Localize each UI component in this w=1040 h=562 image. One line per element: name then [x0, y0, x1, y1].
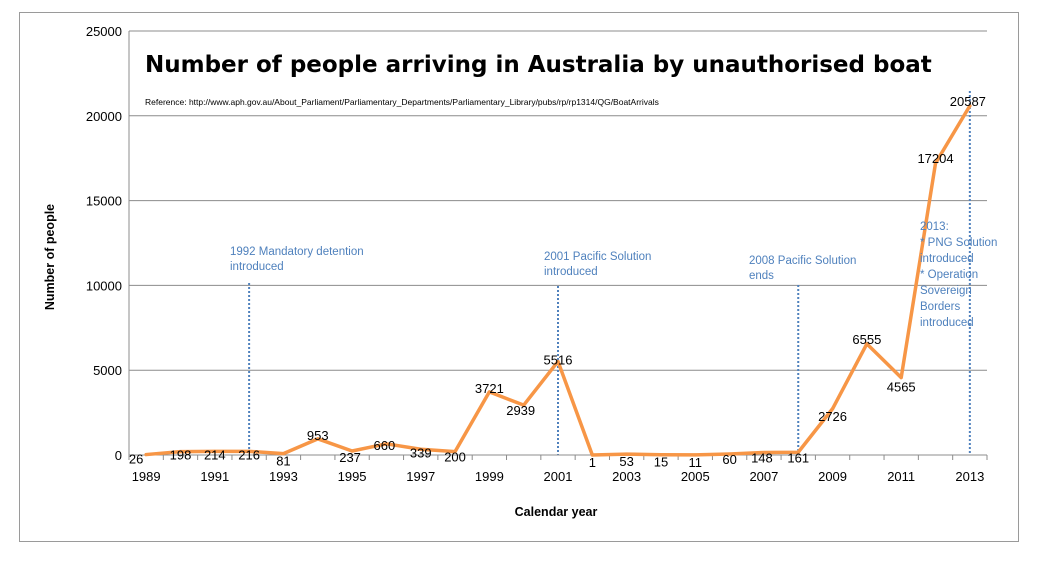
data-point-1994 [316, 437, 320, 441]
data-label-2006: 60 [722, 452, 736, 467]
data-point-2009 [831, 407, 835, 411]
annotation-2001: 2001 Pacific Solution introduced [544, 251, 651, 278]
annotation-line-text: * PNG Solution [920, 237, 997, 249]
data-label-2008: 161 [787, 450, 809, 465]
annotation-line-text: 2008 Pacific Solution [749, 255, 856, 267]
annotation-1992: 1992 Mandatory detention introduced [230, 246, 364, 273]
data-label-2013: 20587 [950, 94, 986, 109]
x-tick-label: 2001 [544, 469, 573, 484]
data-point-2007 [762, 450, 766, 454]
y-tick-label: 5000 [93, 363, 122, 378]
data-point-2008 [796, 450, 800, 454]
data-point-2003 [625, 452, 629, 456]
data-label-1991: 214 [204, 447, 226, 462]
data-point-2013 [968, 104, 972, 108]
data-point-1989 [144, 453, 148, 457]
x-tick-label: 1999 [475, 469, 504, 484]
data-label-1997: 339 [410, 445, 432, 460]
x-tick-label: 2011 [887, 469, 915, 484]
data-point-1991 [213, 449, 217, 453]
data-point-1993 [281, 452, 285, 456]
x-tick-label: 1995 [338, 469, 367, 484]
data-label-1998: 200 [444, 450, 466, 465]
x-tick-label: 1991 [200, 469, 229, 484]
data-point-2010 [865, 342, 869, 346]
x-tick-label: 2005 [681, 469, 710, 484]
data-point-1998 [453, 450, 457, 454]
data-point-2001 [556, 359, 560, 363]
annotation-line-text: Sovereign [920, 285, 972, 297]
data-point-2011 [899, 376, 903, 380]
y-axis-title: Number of people [43, 204, 57, 310]
y-tick-label: 25000 [86, 24, 122, 39]
data-label-2005: 11 [689, 455, 703, 470]
annotation-line-text: introduced [920, 317, 974, 329]
data-label-2011: 4565 [887, 380, 916, 395]
x-axis-title: Calendar year [515, 505, 598, 519]
data-label-1996: 660 [374, 438, 396, 453]
data-label-1989: 26 [129, 452, 143, 467]
data-point-2002 [590, 453, 594, 457]
annotation-line-text: introduced [920, 253, 974, 265]
y-tick-label: 20000 [86, 109, 122, 124]
line-chart: 0 5000 10000 15000 20000 25000 1989 1991 1993 199… [43, 24, 997, 519]
x-tick-label: 2009 [818, 469, 847, 484]
annotation-line-text: * Operation [920, 269, 978, 281]
annotation-line-text: ends [749, 270, 774, 282]
data-label-2002: 1 [589, 455, 596, 470]
data-point-1996 [384, 442, 388, 446]
data-label-2004: 15 [654, 455, 668, 470]
annotation-line-text: 2001 Pacific Solution [544, 251, 651, 263]
x-tick-label: 2007 [749, 469, 778, 484]
annotation-line-text: 1992 Mandatory detention [230, 246, 364, 258]
data-label-2000: 2939 [506, 403, 535, 418]
series-line [144, 104, 972, 457]
data-point-1990 [178, 450, 182, 454]
data-label-1993: 81 [276, 454, 290, 469]
y-tick-label: 10000 [86, 278, 122, 293]
data-label-2012: 17204 [917, 151, 953, 166]
y-tick-label: 15000 [86, 194, 122, 209]
data-label-2007: 148 [751, 450, 773, 465]
data-label-1994: 953 [307, 428, 329, 443]
data-point-1999 [487, 390, 491, 394]
data-point-2012 [934, 161, 938, 165]
y-tick-label: 0 [115, 448, 122, 463]
annotation-line-text: introduced [230, 261, 284, 273]
annotation-line-text: Borders [920, 301, 961, 313]
data-point-1992 [247, 449, 251, 453]
data-label-1995: 237 [339, 450, 361, 465]
data-point-1997 [419, 447, 423, 451]
x-tick-label: 1993 [269, 469, 298, 484]
data-label-2003: 53 [619, 454, 633, 469]
data-point-2000 [522, 403, 526, 407]
annotation-line-text: 2013: [920, 221, 949, 233]
annotation-2013: 2013: * PNG Solution introduced * Operation… [920, 221, 997, 329]
x-tick-label: 1997 [406, 469, 435, 484]
data-label-2001: 5516 [544, 352, 573, 367]
chart-frame: 0 5000 10000 15000 20000 25000 1989 1991 1993 199… [19, 12, 1019, 542]
x-tick-label: 2003 [612, 469, 641, 484]
data-label-2009: 2726 [818, 409, 847, 424]
chart-reference: Reference: http://www.aph.gov.au/About_P… [145, 97, 659, 107]
data-point-2005 [693, 453, 697, 457]
data-point-1995 [350, 449, 354, 453]
annotation-2008: 2008 Pacific Solution ends [749, 255, 856, 282]
chart-title: Number of people arriving in Australia b… [145, 52, 932, 78]
axes: 0 5000 10000 15000 20000 25000 1989 1991 1993 199… [86, 24, 988, 484]
x-tick-label: 2013 [955, 469, 984, 484]
annotation-lines [248, 91, 971, 455]
data-point-2004 [659, 453, 663, 457]
data-label-1999: 3721 [475, 381, 504, 396]
x-tick-label: 1989 [132, 469, 161, 484]
data-label-2010: 6555 [852, 332, 881, 347]
gridlines [129, 30, 987, 371]
data-label-1992: 216 [238, 447, 260, 462]
data-point-2006 [728, 452, 732, 456]
data-label-1990: 198 [170, 448, 192, 463]
annotation-line-text: introduced [544, 266, 598, 278]
